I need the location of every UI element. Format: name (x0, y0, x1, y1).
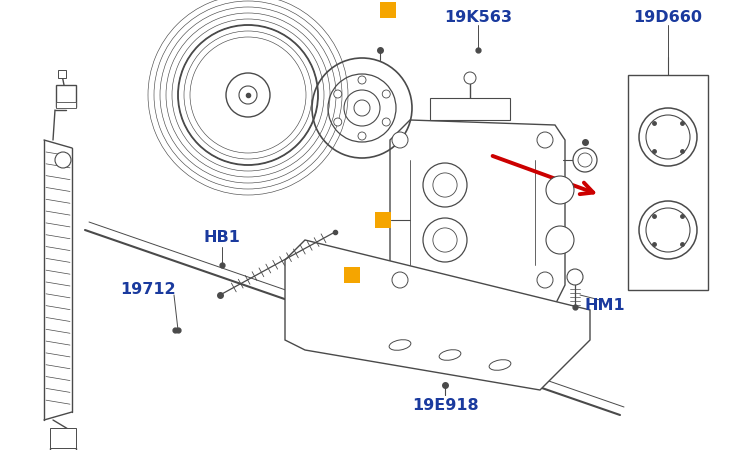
Bar (375, 212, 391, 228)
Circle shape (358, 76, 366, 84)
Circle shape (537, 132, 553, 148)
Circle shape (464, 72, 476, 84)
Circle shape (578, 153, 592, 167)
Text: 19712: 19712 (120, 283, 176, 297)
Bar (380, 2, 396, 18)
Circle shape (546, 226, 574, 254)
Text: HB1: HB1 (203, 230, 241, 246)
Polygon shape (390, 120, 565, 305)
Circle shape (334, 118, 342, 126)
Circle shape (567, 269, 583, 285)
Circle shape (433, 173, 457, 197)
Bar (430, 98, 510, 120)
Circle shape (433, 228, 457, 252)
Text: 7zap.com: 7zap.com (293, 278, 487, 312)
Ellipse shape (489, 360, 511, 370)
Text: HM1: HM1 (585, 297, 626, 312)
Ellipse shape (389, 340, 411, 350)
Circle shape (392, 272, 408, 288)
Circle shape (358, 132, 366, 140)
Bar (344, 267, 360, 283)
Circle shape (573, 148, 597, 172)
Ellipse shape (440, 350, 460, 360)
Polygon shape (285, 240, 590, 390)
Circle shape (334, 90, 342, 98)
Circle shape (55, 152, 71, 168)
Circle shape (382, 90, 390, 98)
Circle shape (537, 272, 553, 288)
Circle shape (423, 218, 467, 262)
Bar (58, 70, 66, 78)
Bar (628, 75, 708, 290)
Circle shape (546, 176, 574, 204)
Circle shape (382, 118, 390, 126)
Text: 19K563: 19K563 (444, 10, 512, 26)
Bar (56, 85, 76, 107)
Bar (50, 428, 76, 448)
Text: 19E918: 19E918 (412, 397, 478, 413)
Bar (56, 102, 76, 108)
Circle shape (423, 163, 467, 207)
Text: 19D660: 19D660 (634, 10, 703, 26)
Circle shape (392, 132, 408, 148)
